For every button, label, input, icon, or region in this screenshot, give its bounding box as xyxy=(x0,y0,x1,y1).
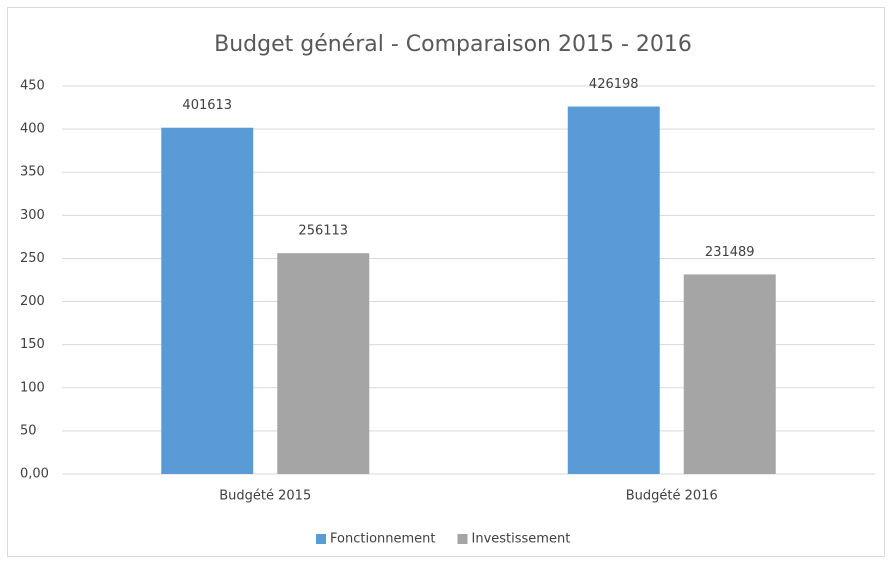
value-label: 231489 xyxy=(705,245,755,260)
bar xyxy=(567,106,660,474)
legend-label: Fonctionnement xyxy=(330,532,436,547)
y-tick-label: 200 xyxy=(20,294,45,309)
y-tick-label: 450 xyxy=(20,79,45,94)
value-label: 426198 xyxy=(589,77,639,92)
value-label: 256113 xyxy=(298,224,348,239)
bar xyxy=(277,253,370,474)
y-tick-label: 250 xyxy=(20,251,45,266)
y-tick-label: 150 xyxy=(20,337,45,352)
y-tick-label: 0,00 xyxy=(20,467,49,482)
x-tick-label: Budgété 2015 xyxy=(219,489,311,504)
bar xyxy=(161,127,254,475)
value-label: 401613 xyxy=(182,98,232,113)
legend-swatch xyxy=(316,534,326,544)
y-tick-label: 350 xyxy=(20,165,45,180)
chart-title: Budget général - Comparaison 2015 - 2016 xyxy=(214,32,692,57)
bar xyxy=(683,274,776,474)
y-tick-label: 300 xyxy=(20,208,45,223)
y-tick-label: 400 xyxy=(20,122,45,137)
y-tick-label: 50 xyxy=(20,423,37,438)
y-tick-label: 100 xyxy=(20,380,45,395)
legend-label: Investissement xyxy=(472,532,571,547)
legend-swatch xyxy=(457,534,468,544)
x-tick-label: Budgété 2016 xyxy=(626,489,718,504)
